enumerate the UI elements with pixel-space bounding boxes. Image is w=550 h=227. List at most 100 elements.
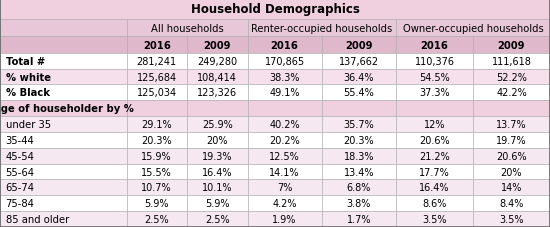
Text: 6.8%: 6.8% — [346, 183, 371, 192]
Text: 8.6%: 8.6% — [422, 198, 447, 208]
Text: 45-54: 45-54 — [6, 151, 34, 161]
Bar — [248, 164, 322, 180]
Bar — [0, 211, 126, 227]
Bar — [187, 85, 248, 101]
Bar — [473, 180, 550, 195]
Bar — [187, 195, 248, 211]
Text: 5.9%: 5.9% — [205, 198, 229, 208]
Text: 3.5%: 3.5% — [422, 214, 447, 224]
Text: 54.5%: 54.5% — [419, 72, 450, 82]
Bar — [248, 54, 322, 69]
Text: 125,684: 125,684 — [137, 72, 177, 82]
Text: 170,865: 170,865 — [265, 57, 305, 66]
Text: 36.4%: 36.4% — [344, 72, 374, 82]
Text: 2016: 2016 — [143, 40, 170, 50]
Bar — [248, 37, 322, 54]
Bar — [126, 85, 187, 101]
Text: 1.9%: 1.9% — [272, 214, 297, 224]
Text: 20%: 20% — [206, 135, 228, 145]
Text: 8.4%: 8.4% — [499, 198, 524, 208]
Bar — [126, 164, 187, 180]
Bar — [473, 69, 550, 85]
Text: 3.8%: 3.8% — [346, 198, 371, 208]
Text: 52.2%: 52.2% — [496, 72, 527, 82]
Bar — [473, 211, 550, 227]
Bar — [473, 195, 550, 211]
Text: 55-64: 55-64 — [6, 167, 35, 177]
Text: 19.3%: 19.3% — [202, 151, 233, 161]
Text: 18.3%: 18.3% — [344, 151, 374, 161]
Text: 55.4%: 55.4% — [344, 88, 374, 98]
Text: 65-74: 65-74 — [6, 183, 35, 192]
Bar — [396, 101, 473, 117]
Text: 2009: 2009 — [345, 40, 373, 50]
Text: 38.3%: 38.3% — [270, 72, 300, 82]
Text: 20.6%: 20.6% — [496, 151, 527, 161]
Bar — [473, 117, 550, 132]
Bar — [187, 101, 248, 117]
Text: Owner-occupied households: Owner-occupied households — [403, 23, 543, 33]
Bar — [126, 20, 248, 37]
Bar — [187, 164, 248, 180]
Bar — [187, 211, 248, 227]
Text: Age of householder by %: Age of householder by % — [0, 104, 134, 114]
Bar — [396, 132, 473, 148]
Text: 2.5%: 2.5% — [145, 214, 169, 224]
Bar — [396, 85, 473, 101]
Text: 137,662: 137,662 — [339, 57, 379, 66]
Text: 2016: 2016 — [421, 40, 448, 50]
Text: 15.5%: 15.5% — [141, 167, 172, 177]
Bar — [248, 211, 322, 227]
Bar — [248, 148, 322, 164]
Bar — [248, 101, 322, 117]
Bar — [322, 54, 396, 69]
Bar — [187, 148, 248, 164]
Bar — [248, 20, 396, 37]
Text: 281,241: 281,241 — [137, 57, 177, 66]
Text: 21.2%: 21.2% — [419, 151, 450, 161]
Bar — [396, 37, 473, 54]
Bar — [0, 195, 126, 211]
Bar — [126, 101, 187, 117]
Bar — [0, 101, 126, 117]
Bar — [126, 211, 187, 227]
Text: 111,618: 111,618 — [492, 57, 531, 66]
Bar — [187, 37, 248, 54]
Bar — [0, 54, 126, 69]
Text: 49.1%: 49.1% — [270, 88, 300, 98]
Bar — [187, 132, 248, 148]
Bar — [126, 54, 187, 69]
Bar — [473, 85, 550, 101]
Text: 16.4%: 16.4% — [202, 167, 233, 177]
Text: 15.9%: 15.9% — [141, 151, 172, 161]
Bar — [473, 164, 550, 180]
Bar — [187, 69, 248, 85]
Bar — [0, 148, 126, 164]
Text: 1.7%: 1.7% — [346, 214, 371, 224]
Bar — [126, 148, 187, 164]
Bar — [396, 148, 473, 164]
Bar — [322, 69, 396, 85]
Text: 35.7%: 35.7% — [344, 119, 374, 129]
Text: 2009: 2009 — [498, 40, 525, 50]
Bar — [396, 211, 473, 227]
Bar — [0, 180, 126, 195]
Text: 13.7%: 13.7% — [496, 119, 527, 129]
Text: Household Demographics: Household Demographics — [190, 3, 360, 16]
Text: 249,280: 249,280 — [197, 57, 237, 66]
Text: 7%: 7% — [277, 183, 292, 192]
Bar — [248, 195, 322, 211]
Text: All households: All households — [151, 23, 223, 33]
Text: 20.2%: 20.2% — [270, 135, 300, 145]
Bar — [396, 195, 473, 211]
Bar — [187, 54, 248, 69]
Text: 75-84: 75-84 — [6, 198, 34, 208]
Bar — [0, 20, 126, 37]
Bar — [126, 132, 187, 148]
Bar — [0, 85, 126, 101]
Bar — [248, 117, 322, 132]
Bar — [473, 148, 550, 164]
Bar — [126, 69, 187, 85]
Bar — [126, 195, 187, 211]
Bar — [396, 164, 473, 180]
